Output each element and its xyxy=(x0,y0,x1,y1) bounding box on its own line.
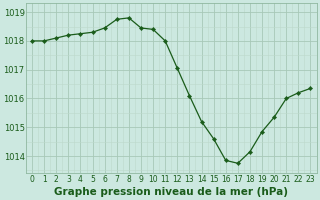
X-axis label: Graphe pression niveau de la mer (hPa): Graphe pression niveau de la mer (hPa) xyxy=(54,187,288,197)
